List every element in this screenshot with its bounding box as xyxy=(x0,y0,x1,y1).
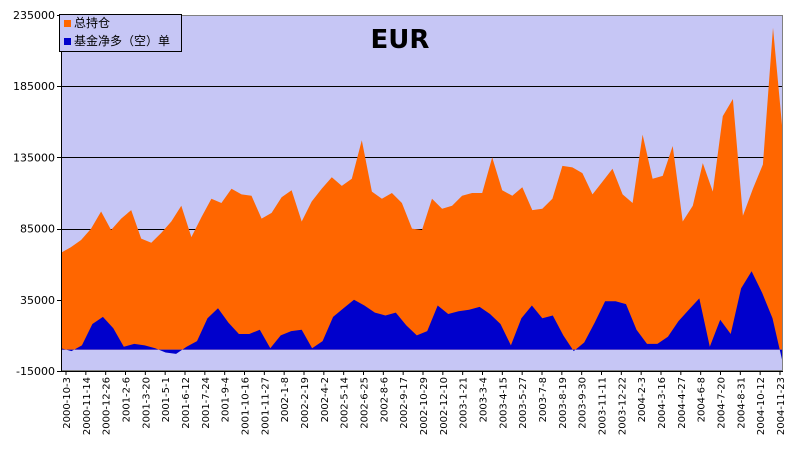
legend-box xyxy=(59,14,182,52)
x-tick-label: 2003-1-21 xyxy=(459,377,470,429)
x-tick-label: 2001-3-20 xyxy=(141,377,152,429)
chart-title: EUR xyxy=(371,25,430,55)
x-tick-label: 2002-6-25 xyxy=(360,377,371,429)
x-tick-label: 2001-10-16 xyxy=(241,377,252,435)
x-tick-label: 2003-5-27 xyxy=(518,377,529,429)
x-tick-label: 2002-1-8 xyxy=(280,377,291,422)
x-tick-label: 2001-9-4 xyxy=(221,377,232,422)
legend-label-net: 基金净多（空）单 xyxy=(74,33,170,48)
series-area-net xyxy=(61,271,783,364)
legend-swatch-total xyxy=(64,20,71,27)
y-tick-label: 235000 xyxy=(13,9,55,22)
x-tick-label: 2002-10-29 xyxy=(419,377,430,435)
x-tick-label: 2004-8-31 xyxy=(736,377,747,429)
x-tick-label: 2003-3-4 xyxy=(479,377,490,422)
x-tick-label: 2000-11-14 xyxy=(82,377,93,435)
x-tick-label: 2003-8-19 xyxy=(558,377,569,429)
x-tick-label: 2003-9-30 xyxy=(578,377,589,429)
x-tick-label: 2001-2-6 xyxy=(122,377,133,422)
x-tick-label: 2004-4-27 xyxy=(677,377,688,429)
series-area-total xyxy=(61,27,783,350)
y-tick-label: 135000 xyxy=(13,151,55,164)
x-tick-label: 2001-7-24 xyxy=(201,377,212,429)
x-tick-label: 2003-7-8 xyxy=(538,377,549,422)
x-tick-label: 2000-10-3 xyxy=(62,377,73,429)
x-tick-label: 2003-4-15 xyxy=(498,377,509,429)
x-tick-label: 2000-12-26 xyxy=(102,377,113,435)
x-tick-label: 2004-10-12 xyxy=(756,377,767,435)
x-tick-label: 2001-5-1 xyxy=(161,377,172,422)
x-tick-label: 2003-12-22 xyxy=(617,377,628,435)
x-tick-label: 2004-3-16 xyxy=(657,377,668,429)
x-tick-label: 2001-11-27 xyxy=(260,377,271,435)
x-tick-label: 2001-6-12 xyxy=(181,377,192,429)
y-tick-label: 85000 xyxy=(20,223,55,236)
x-tick-label: 2004-7-20 xyxy=(717,377,728,429)
y-tick-label: 35000 xyxy=(20,294,55,307)
x-tick-label: 2004-2-3 xyxy=(637,377,648,422)
x-tick-label: 2002-8-6 xyxy=(379,377,390,422)
y-tick-label: 185000 xyxy=(13,80,55,93)
y-tick-label: -15000 xyxy=(16,365,55,378)
legend-swatch-net xyxy=(64,38,71,45)
x-tick-label: 2002-2-19 xyxy=(300,377,311,429)
x-tick-label: 2004-11-23 xyxy=(776,377,787,435)
legend-label-total: 总持仓 xyxy=(74,15,110,30)
x-tick-label: 2002-5-14 xyxy=(340,377,351,429)
x-tick-label: 2002-12-10 xyxy=(439,377,450,435)
x-tick-label: 2003-11-11 xyxy=(598,377,609,435)
x-tick-label: 2002-9-17 xyxy=(399,377,410,429)
x-tick-label: 2002-4-2 xyxy=(320,377,331,422)
x-tick-label: 2004-6-8 xyxy=(697,377,708,422)
